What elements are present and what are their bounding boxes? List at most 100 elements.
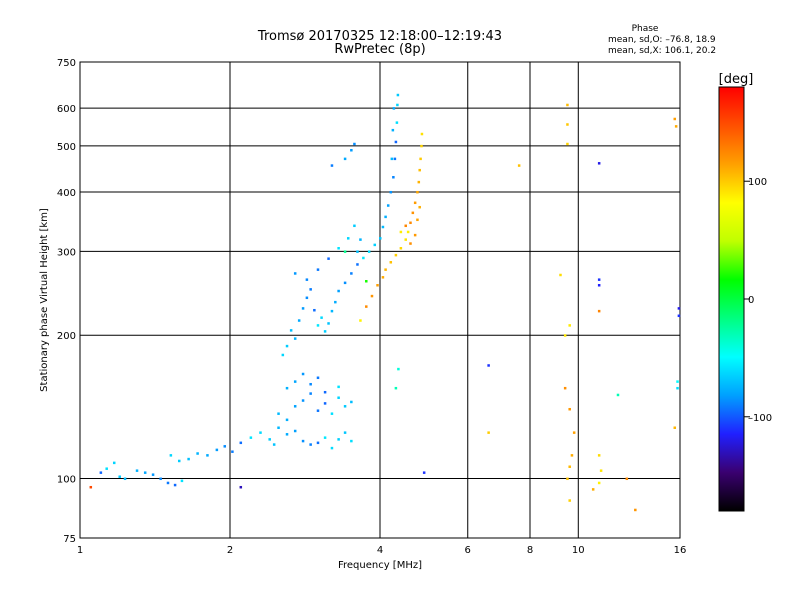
data-point-o	[239, 441, 243, 445]
data-point-x	[559, 273, 562, 277]
data-point-x	[487, 431, 490, 434]
data-point-x	[411, 211, 415, 215]
data-point-o	[135, 469, 139, 472]
data-point-sparse	[676, 386, 679, 390]
colorbar-tick-label: –100	[748, 413, 772, 424]
data-point-sparse	[677, 314, 681, 318]
data-point-x	[419, 157, 422, 161]
data-point-sparse	[616, 393, 620, 397]
data-point-o	[313, 308, 316, 312]
colorbar-tick-label: 0	[748, 295, 754, 306]
data-point-x	[566, 477, 569, 481]
data-point-o	[391, 128, 395, 132]
y-tick-label: 100	[57, 475, 76, 486]
data-point-sparse	[397, 367, 400, 371]
data-point-o	[337, 385, 340, 389]
data-point-o	[301, 399, 305, 402]
data-point-x	[365, 305, 368, 308]
data-point-o	[396, 103, 399, 107]
phase-header: Phase	[632, 24, 659, 34]
x-tick-label: 10	[572, 545, 585, 556]
data-point-sparse	[394, 386, 398, 390]
data-point-sparse	[343, 250, 347, 253]
y-tick-label: 500	[57, 142, 76, 153]
data-point-x	[399, 230, 403, 234]
phase-mean-x: mean, sd,X: 106.1, 20.2	[608, 46, 716, 56]
data-point-o	[356, 250, 359, 253]
data-point-x	[394, 253, 398, 257]
data-point-o	[353, 142, 356, 146]
data-point-x	[570, 454, 574, 457]
colorbar-ticks: 100 0 –100	[744, 177, 772, 424]
data-point-x	[568, 324, 571, 327]
y-tick-label: 750	[57, 58, 76, 69]
data-point-x	[399, 247, 403, 250]
data-point-o	[293, 429, 297, 433]
data-point-o	[123, 477, 127, 481]
chart-title: Tromsø 20170325 12:18:00–12:19:43	[257, 29, 502, 44]
data-point-x	[404, 224, 407, 228]
data-point-o	[330, 412, 334, 415]
data-point-x	[409, 242, 412, 245]
data-point-o	[196, 452, 199, 455]
data-point-o	[159, 477, 162, 481]
data-point-o	[305, 278, 309, 281]
data-point-sparse	[365, 280, 368, 283]
data-point-o	[309, 288, 312, 291]
data-point-sparse	[487, 364, 490, 367]
data-point-o	[180, 479, 184, 483]
x-axis-label: Frequency [MHz]	[338, 560, 422, 571]
data-point-x	[389, 261, 393, 264]
data-point-o	[350, 400, 353, 404]
data-point-o	[356, 263, 359, 266]
data-point-o	[323, 390, 327, 394]
data-point-o	[151, 473, 155, 476]
data-point-o	[285, 386, 289, 390]
data-point-x	[599, 469, 603, 472]
data-point-o	[393, 157, 397, 161]
data-point-x	[417, 180, 421, 184]
data-point-o	[367, 250, 371, 253]
data-point-sparse	[597, 278, 601, 281]
data-point-o	[169, 454, 173, 457]
data-point-x	[634, 508, 637, 512]
data-point-o	[249, 436, 253, 439]
data-point-o	[330, 309, 334, 313]
data-point-o	[330, 164, 334, 167]
data-point-sparse	[563, 334, 567, 337]
data-point-o	[285, 433, 289, 436]
data-point-o	[166, 481, 170, 485]
data-point-x	[566, 123, 569, 126]
data-point-o	[384, 215, 387, 219]
data-point-o	[293, 380, 297, 383]
data-point-o	[231, 450, 234, 453]
data-point-o	[389, 190, 393, 194]
x-tick-label: 6	[465, 545, 471, 556]
data-point-o	[343, 157, 347, 161]
data-point-x	[416, 190, 419, 194]
data-point-o	[285, 344, 289, 348]
data-point-x	[674, 125, 678, 128]
data-point-x	[413, 201, 417, 205]
data-point-x	[625, 477, 629, 481]
data-point-o	[386, 204, 390, 207]
data-point-x	[413, 233, 417, 237]
data-point-o	[99, 471, 103, 474]
data-point-o	[272, 443, 276, 446]
data-point-o	[289, 329, 293, 332]
data-point-x	[597, 309, 601, 313]
data-point-x	[568, 499, 571, 502]
data-point-x	[566, 142, 569, 146]
data-point-x	[359, 319, 362, 322]
x-tick-label: 2	[227, 545, 233, 556]
data-point-o	[309, 443, 312, 446]
colorbar-tick-label: 100	[748, 177, 767, 188]
y-tick-label: 300	[57, 247, 76, 258]
data-point-sparse	[676, 380, 679, 383]
y-axis-label: Stationary phase Virtual Height [km]	[39, 208, 50, 392]
data-point-o	[316, 376, 320, 380]
data-point-o	[337, 396, 340, 399]
data-point-o	[343, 405, 347, 408]
data-point-o	[293, 272, 297, 275]
